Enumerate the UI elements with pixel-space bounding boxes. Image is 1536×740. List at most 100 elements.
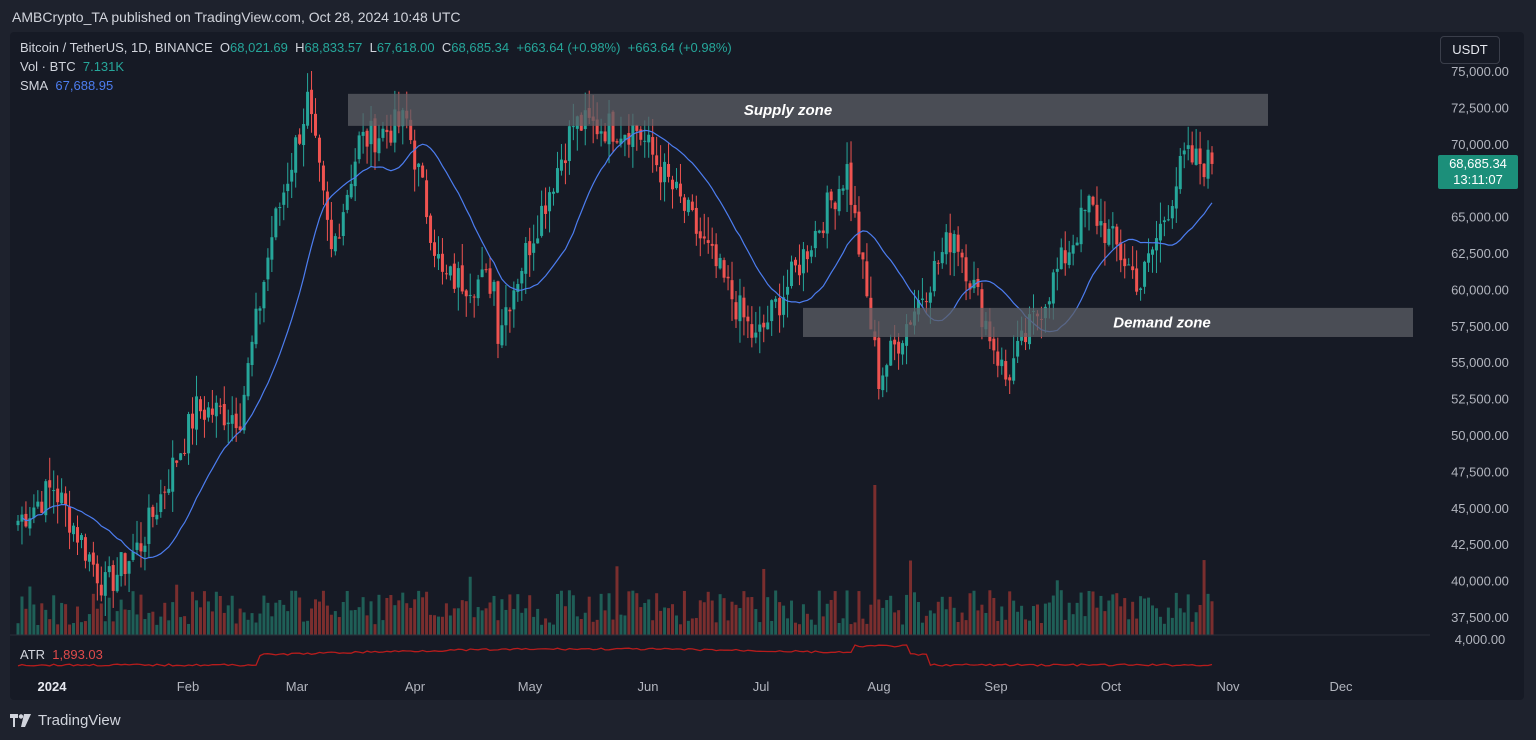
volume-bar: [119, 599, 123, 635]
volume-bar: [282, 604, 286, 635]
volume-bar: [671, 604, 675, 635]
candle-body: [698, 231, 702, 239]
volume-bar: [226, 605, 230, 635]
volume-bar: [488, 602, 492, 635]
volume-bar: [972, 590, 976, 635]
volume-bar: [361, 597, 365, 635]
candle-body: [647, 134, 651, 143]
volume-bar: [1206, 593, 1210, 635]
candle-body: [671, 179, 675, 190]
volume-bar: [417, 590, 421, 635]
candle-body: [1024, 332, 1028, 343]
candle-body: [1170, 206, 1174, 219]
candle-body: [813, 230, 817, 249]
zone-box: [803, 307, 1413, 337]
candle-body: [48, 480, 52, 488]
candle-body: [290, 169, 294, 182]
candle-body: [916, 300, 920, 315]
candle-body: [131, 551, 135, 560]
candle-body: [139, 543, 143, 552]
candle-body: [730, 280, 734, 300]
candle-body: [468, 294, 472, 296]
candle-body: [853, 205, 857, 214]
volume-bar: [1162, 623, 1166, 635]
candle-body: [932, 260, 936, 292]
candle-body: [928, 292, 932, 303]
volume-bar: [571, 595, 575, 635]
candle-body: [294, 137, 298, 173]
volume-bar: [1031, 606, 1035, 635]
candle-body: [504, 307, 508, 326]
volume-bar: [40, 603, 44, 635]
candle-body: [488, 268, 492, 294]
volume-bar: [599, 593, 603, 635]
volume-bar: [726, 620, 730, 635]
atr-legend: ATR 1,893.03: [20, 647, 103, 662]
y-tick-label: 55,000.00: [1451, 355, 1509, 370]
candle-body: [829, 191, 833, 201]
volume-bar: [559, 590, 563, 635]
volume-bar: [365, 615, 369, 635]
candle-body: [115, 574, 119, 592]
volume-bar: [381, 620, 385, 635]
volume-bar: [28, 586, 32, 635]
candle-body: [456, 268, 460, 288]
volume-bar: [353, 609, 357, 635]
candle-body: [1202, 163, 1206, 178]
volume-bar: [520, 612, 524, 635]
candle-body: [393, 109, 397, 143]
candle-body: [885, 365, 889, 377]
candle-body: [992, 338, 996, 351]
chart-panel[interactable]: Supply zone Demand zone 75,000.00 72,500.0…: [10, 32, 1524, 700]
volume-bar: [321, 590, 325, 635]
volume-bar: [68, 624, 72, 635]
candle-body: [837, 189, 841, 212]
candle-body: [940, 252, 944, 264]
price-chart[interactable]: Supply zone Demand zone 75,000.00 72,500.0…: [10, 32, 1524, 700]
sma-label: SMA: [20, 78, 49, 93]
candle-body: [381, 128, 385, 138]
y-tick-label: 37,500.00: [1451, 610, 1509, 625]
volume-bar: [631, 590, 635, 635]
volume-bar: [1194, 612, 1198, 635]
candle-body: [202, 409, 206, 420]
candle-body: [440, 253, 444, 272]
y-tick-label: 52,500.00: [1451, 392, 1509, 407]
volume-bar: [159, 616, 163, 635]
candle-body: [555, 168, 559, 193]
candle-body: [175, 460, 179, 463]
volume-bar: [258, 613, 262, 635]
symbol-label: Bitcoin / TetherUS, 1D, BINANCE: [20, 40, 213, 55]
candle-body: [996, 351, 1000, 366]
volume-bar: [1087, 590, 1091, 635]
volume-bar: [952, 607, 956, 635]
volume-bar: [436, 616, 440, 635]
candle-body: [44, 481, 48, 516]
volume-bar: [793, 622, 797, 635]
candle-body: [1123, 258, 1127, 267]
volume-bar: [433, 615, 437, 635]
candle-body: [968, 283, 972, 290]
volume-bar: [238, 608, 242, 635]
y-tick-label: 50,000.00: [1451, 428, 1509, 443]
currency-button[interactable]: USDT: [1440, 36, 1500, 64]
volume-bar: [191, 591, 195, 635]
volume-bar: [32, 604, 36, 635]
volume-bar: [663, 607, 667, 635]
candle-body: [484, 269, 488, 271]
candle-body: [552, 191, 556, 194]
tradingview-logo[interactable]: TradingView: [10, 712, 121, 729]
volume-bar: [24, 608, 28, 635]
candle-body: [956, 234, 960, 252]
volume-bar: [552, 624, 556, 635]
volume-bar: [1016, 611, 1020, 635]
sma-legend: SMA 67,688.95: [20, 78, 113, 93]
volume-bar: [980, 604, 984, 635]
candle-body: [821, 230, 825, 234]
volume-bar: [1107, 600, 1111, 635]
zone-box: [348, 93, 1268, 126]
sma-line: [21, 129, 1213, 560]
volume-bar: [357, 607, 361, 635]
candle-body: [559, 159, 563, 171]
candle-body: [774, 298, 778, 302]
